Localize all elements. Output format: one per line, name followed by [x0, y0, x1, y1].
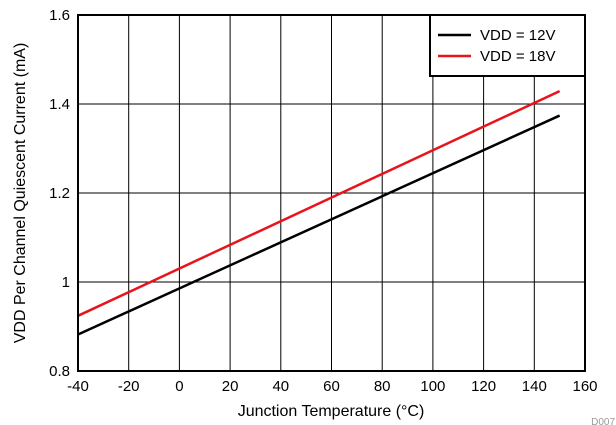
- x-tick-label: 120: [471, 378, 496, 395]
- x-tick-label: -20: [118, 378, 140, 395]
- x-tick-labels: -40 -20 0 20 40 60 80 100 120 140 160: [67, 378, 597, 395]
- plot-frame: [77, 14, 586, 372]
- x-tick-label: 0: [175, 378, 183, 395]
- series-line-0: [77, 114, 561, 336]
- legend: VDD = 12V VDD = 18V: [429, 14, 586, 77]
- series-line-1: [77, 89, 561, 317]
- y-tick-label: 1.2: [49, 185, 70, 202]
- y-tick-label: 1.6: [49, 7, 70, 24]
- y-tick-labels: 0.8 1 1.2 1.4 1.6: [49, 7, 70, 380]
- gridlines: [78, 15, 585, 371]
- y-tick-label: 1.4: [49, 96, 70, 113]
- x-tick-label: 140: [522, 378, 547, 395]
- x-axis-title: Junction Temperature (°C): [238, 403, 425, 420]
- legend-box: [429, 14, 586, 77]
- x-tick-label: -40: [67, 378, 89, 395]
- x-tick-label: 20: [222, 378, 239, 395]
- x-tick-label: 160: [572, 378, 597, 395]
- y-tick-label: 1: [62, 274, 70, 291]
- x-tick-label: 100: [420, 378, 445, 395]
- legend-label-18v: VDD = 18V: [480, 48, 555, 65]
- series-lines: [77, 89, 561, 336]
- x-tick-label: 60: [323, 378, 340, 395]
- figure-code: D007: [591, 417, 615, 425]
- x-tick-label: 40: [272, 378, 289, 395]
- y-tick-label: 0.8: [49, 363, 70, 380]
- y-axis-title: VDD Per Channel Quiescent Current (mA): [12, 43, 29, 344]
- legend-label-12v: VDD = 12V: [480, 27, 555, 44]
- x-tick-label: 80: [374, 378, 391, 395]
